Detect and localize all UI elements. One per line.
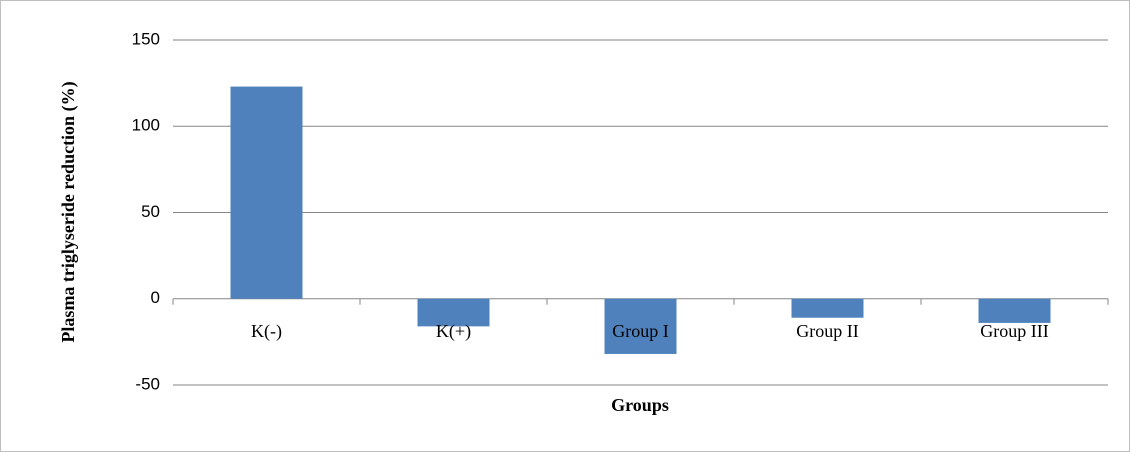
y-tick-label: 150 (132, 29, 160, 48)
x-tick-label: K(-) (251, 321, 282, 342)
x-tick-label: K(+) (436, 321, 471, 342)
bar (604, 298, 677, 354)
x-tick-label: Group II (796, 321, 858, 341)
y-tick-label: 0 (151, 288, 160, 307)
x-axis-title: Groups (611, 395, 669, 415)
y-tick-label: -50 (135, 374, 160, 393)
bar (230, 86, 303, 299)
bar (791, 298, 864, 318)
y-tick-label: 100 (132, 116, 160, 135)
y-tick-label: 50 (141, 202, 160, 221)
x-tick-label: Group III (980, 321, 1048, 341)
y-axis-title: Plasma triglyseride reduction (%) (58, 81, 79, 342)
x-tick-label: Group I (612, 321, 669, 341)
bar (417, 298, 490, 327)
bar (978, 298, 1051, 323)
